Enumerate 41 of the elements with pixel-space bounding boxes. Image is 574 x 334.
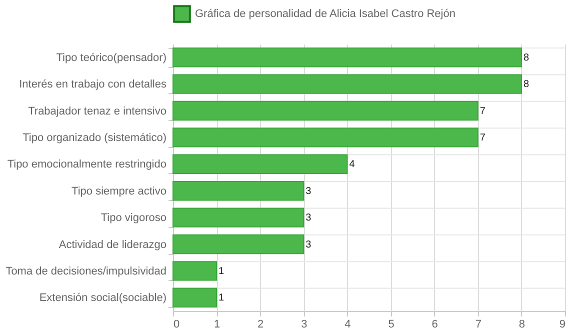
- y-tick-label: Tipo vigoroso: [100, 212, 166, 224]
- bar: [172, 234, 304, 254]
- x-tick-label: 8: [518, 318, 526, 330]
- y-tick-label: Extensión social(sociable): [39, 292, 166, 304]
- data-label: 7: [480, 132, 486, 144]
- bar: [172, 154, 348, 174]
- bar: [172, 48, 522, 68]
- y-tick-label: Interés en trabajo con detalles: [19, 78, 167, 91]
- bar: [172, 208, 304, 228]
- bar: [172, 74, 522, 94]
- x-tick-label: 1: [214, 318, 220, 330]
- x-tick-label: 4: [344, 318, 351, 330]
- data-label: 1: [218, 292, 225, 304]
- y-tick-label: Tipo teórico(pensador): [56, 52, 166, 64]
- bar: [172, 128, 478, 148]
- data-label: 1: [218, 266, 225, 277]
- y-tick-label: Trabajador tenaz e intensivo: [28, 105, 166, 118]
- data-label: 7: [480, 106, 486, 117]
- y-tick-label: Tipo emocionalmente restringido: [7, 158, 166, 171]
- y-tick-label: Actividad de liderazgo: [58, 238, 166, 251]
- bar: [172, 288, 218, 308]
- bar: [172, 181, 304, 201]
- data-label: 8: [523, 52, 530, 64]
- data-label: 3: [306, 239, 312, 250]
- x-tick-label: 6: [432, 318, 438, 330]
- x-tick-label: 7: [475, 318, 482, 330]
- legend-label: Gráfica de personalidad de Alicia Isabel Castro Rejón: [195, 8, 456, 20]
- x-tick-label: 9: [559, 318, 566, 330]
- y-tick-label: Tipo siempre activo: [72, 185, 166, 198]
- x-tick-label: 0: [174, 318, 180, 330]
- y-tick-label: Toma de decisiones/impulsividad: [6, 265, 166, 278]
- data-label: 3: [306, 212, 312, 224]
- bar: [172, 100, 478, 121]
- x-tick-label: 5: [388, 318, 394, 330]
- x-tick-label: 2: [258, 318, 264, 330]
- bar: [172, 261, 218, 281]
- x-tick-label: 3: [301, 318, 308, 330]
- y-tick-label: Tipo organizado (sistemático): [22, 132, 166, 144]
- data-label: 4: [349, 159, 356, 170]
- data-label: 8: [523, 79, 530, 90]
- data-label: 3: [306, 186, 312, 197]
